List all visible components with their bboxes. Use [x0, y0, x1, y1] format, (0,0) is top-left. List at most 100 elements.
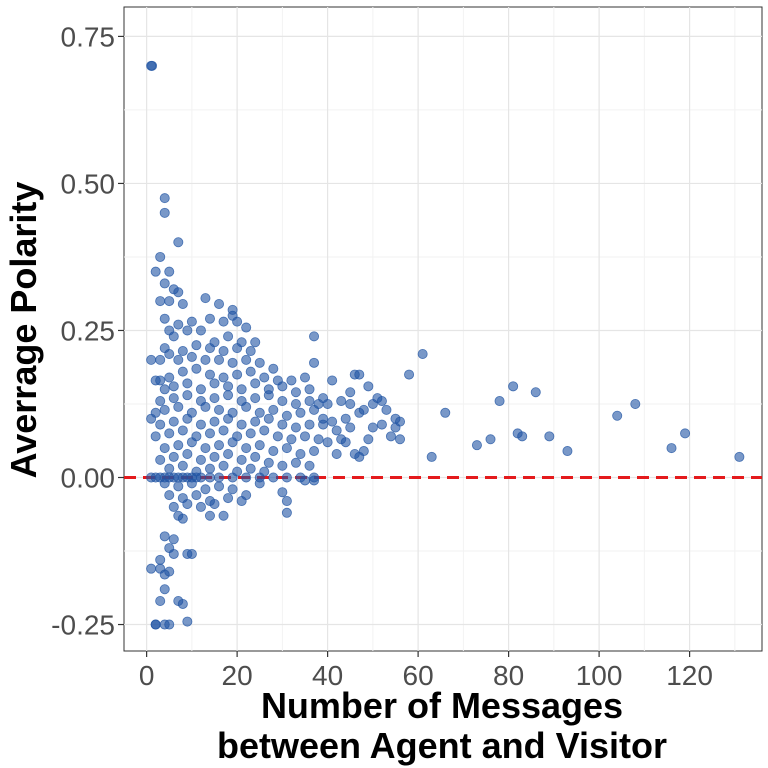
data-point: [209, 416, 220, 427]
data-point: [159, 443, 170, 454]
data-point: [223, 331, 234, 342]
data-point: [376, 396, 387, 407]
data-point: [150, 619, 161, 630]
data-point: [147, 60, 158, 71]
data-point: [345, 422, 356, 433]
data-point: [236, 496, 247, 507]
data-point: [159, 569, 170, 580]
data-point: [286, 434, 297, 445]
data-point: [186, 478, 197, 489]
data-point: [155, 554, 166, 565]
data-point: [155, 354, 166, 365]
data-point: [182, 325, 193, 336]
data-point: [227, 472, 238, 483]
data-point: [223, 448, 234, 459]
data-point: [331, 448, 342, 459]
data-point: [195, 501, 206, 512]
data-point: [322, 437, 333, 448]
data-point: [186, 548, 197, 559]
data-point: [254, 440, 265, 451]
data-point: [223, 381, 234, 392]
data-point: [177, 460, 188, 471]
data-point: [209, 378, 220, 389]
data-point: [214, 440, 225, 451]
data-point: [168, 393, 179, 404]
data-point: [404, 369, 415, 380]
data-point: [666, 443, 677, 454]
data-point: [186, 437, 197, 448]
data-point: [562, 446, 573, 457]
data-point: [245, 463, 256, 474]
data-point: [191, 490, 202, 501]
data-point: [204, 510, 215, 521]
data-point: [254, 407, 265, 418]
data-point: [544, 431, 555, 442]
data-point: [295, 448, 306, 459]
data-point: [304, 419, 315, 430]
y-tick-label: 0.75: [61, 21, 116, 52]
data-point: [381, 404, 392, 415]
data-point: [182, 378, 193, 389]
data-point: [159, 207, 170, 218]
data-point: [182, 448, 193, 459]
data-point: [340, 437, 351, 448]
data-point: [612, 410, 623, 421]
data-point: [290, 387, 301, 398]
y-tick-label: 0.50: [61, 168, 116, 199]
data-point: [173, 319, 184, 330]
data-point: [367, 422, 378, 433]
data-point: [168, 381, 179, 392]
x-axis: 0 20 40 60 80 100 120: [139, 651, 713, 691]
data-point: [268, 472, 279, 483]
data-point: [363, 434, 374, 445]
data-point: [155, 454, 166, 465]
data-point: [268, 363, 279, 374]
data-point: [195, 325, 206, 336]
data-point: [159, 531, 170, 542]
data-point: [263, 413, 274, 424]
minor-gridlines: [124, 7, 762, 651]
data-point: [327, 416, 338, 427]
data-points: [146, 60, 745, 630]
data-point: [259, 372, 270, 383]
data-point: [277, 396, 288, 407]
data-point: [471, 440, 482, 451]
plot-background: [123, 6, 763, 652]
data-point: [218, 460, 229, 471]
data-point: [182, 390, 193, 401]
data-point: [232, 316, 243, 327]
data-point: [164, 372, 175, 383]
data-point: [227, 437, 238, 448]
data-point: [223, 493, 234, 504]
data-point: [218, 346, 229, 357]
data-point: [376, 419, 387, 430]
data-point: [164, 296, 175, 307]
data-point: [299, 431, 310, 442]
data-point: [281, 410, 292, 421]
data-point: [263, 457, 274, 468]
data-point: [259, 425, 270, 436]
data-point: [272, 431, 283, 442]
data-point: [159, 584, 170, 595]
data-point: [358, 404, 369, 415]
data-point: [150, 266, 161, 277]
data-point: [177, 598, 188, 609]
data-point: [299, 372, 310, 383]
data-point: [195, 472, 206, 483]
data-point: [177, 346, 188, 357]
data-point: [277, 487, 288, 498]
data-point: [182, 616, 193, 627]
data-point: [164, 266, 175, 277]
y-tick-label: -0.25: [51, 610, 115, 641]
data-point: [331, 425, 342, 436]
data-point: [227, 357, 238, 368]
data-point: [322, 398, 333, 409]
data-point: [309, 357, 320, 368]
data-point: [281, 496, 292, 507]
data-point: [236, 454, 247, 465]
data-point: [680, 428, 691, 439]
data-point: [218, 316, 229, 327]
data-point: [417, 348, 428, 359]
data-point: [204, 463, 215, 474]
y-tick-label: 0.25: [61, 315, 116, 346]
